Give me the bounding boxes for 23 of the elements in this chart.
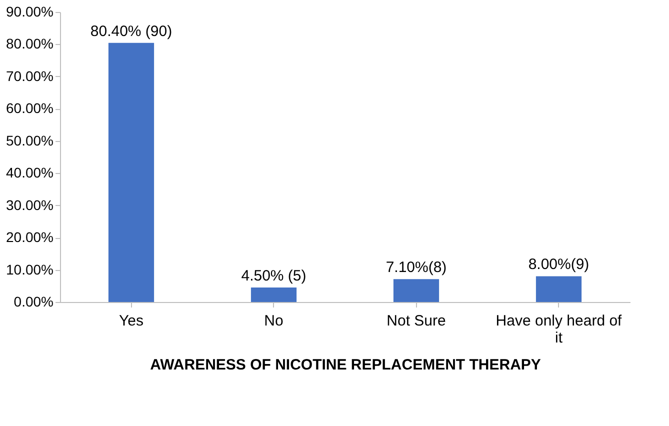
y-tick-label: 40.00%	[6, 164, 54, 181]
x-tick-label: Yes	[119, 312, 144, 330]
bar	[393, 279, 440, 302]
y-tick-label: 60.00%	[6, 100, 54, 116]
data-label: 80.40% (90)	[90, 22, 172, 40]
data-label: 8.00%(9)	[528, 256, 590, 274]
bar	[536, 276, 582, 302]
y-tick-label: 30.00%	[6, 196, 54, 213]
y-tick-label: 50.00%	[6, 132, 54, 148]
bar	[108, 42, 154, 302]
x-tick-label: Have only heard of it	[496, 312, 623, 346]
y-tick-label: 20.00%	[6, 229, 54, 246]
y-tick-label: 10.00%	[6, 261, 54, 278]
bar	[250, 288, 297, 302]
y-tick-label: 80.00%	[6, 36, 54, 52]
x-axis-title: AWARENESS OF NICOTINE REPLACEMENT THERAPY	[150, 356, 541, 374]
x-tick-label: Not Sure	[386, 312, 446, 330]
y-tick-label: 90.00%	[6, 4, 54, 20]
x-tick-label: No	[264, 312, 284, 330]
y-tick-label: 70.00%	[6, 68, 54, 84]
data-label: 7.10%(8)	[386, 259, 447, 276]
data-label: 4.50% (5)	[241, 268, 306, 284]
y-tick-label: 0.00%	[14, 294, 54, 310]
